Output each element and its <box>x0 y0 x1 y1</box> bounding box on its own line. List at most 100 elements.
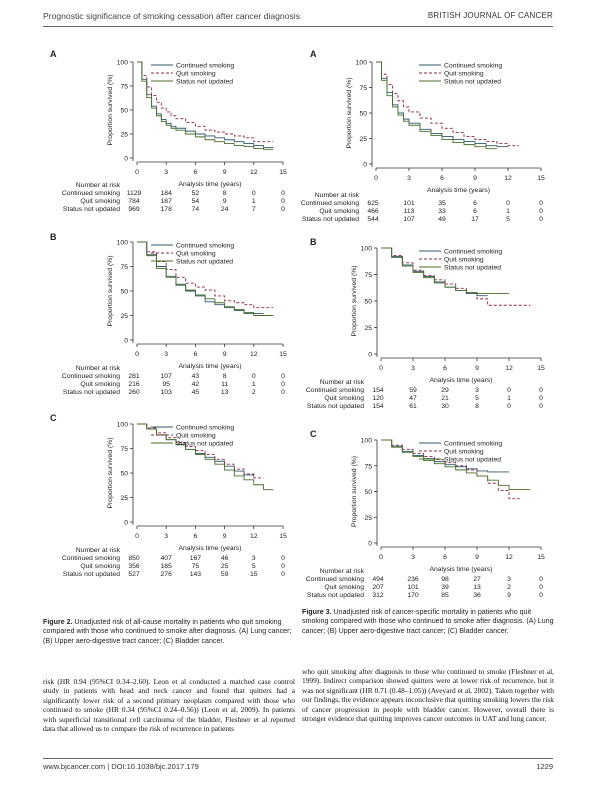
risk-cell: 494 <box>372 576 384 583</box>
risk-cell: 0 <box>539 395 543 402</box>
risk-cell: 59 <box>409 387 417 394</box>
risk-cell: 0 <box>507 387 511 394</box>
risk-cell: 8 <box>223 373 227 380</box>
panel-label-f3c: C <box>310 429 317 439</box>
risk-cell: 101 <box>407 584 419 591</box>
y-tick-label: 50 <box>120 289 128 296</box>
risk-cell: 0 <box>539 200 543 207</box>
x-tick-label: 3 <box>164 351 168 358</box>
risk-cell: 0 <box>281 389 285 396</box>
y-axis-label: Proportion survived (%) <box>107 437 114 508</box>
risk-cell: 0 <box>281 571 285 578</box>
x-axis-label: Analysis time (years) <box>178 363 241 370</box>
risk-cell: 17 <box>471 216 479 223</box>
y-tick-label: 25 <box>120 313 128 320</box>
panel-label-f3a: A <box>310 49 317 59</box>
risk-cell: 356 <box>128 563 140 570</box>
y-tick-label: 0 <box>124 156 128 163</box>
risk-table-title: Number at risk <box>76 182 121 189</box>
risk-cell: 103 <box>161 389 173 396</box>
footer-doi: www.bjcancer.com | DOI:10.1038/bjc.2017.… <box>43 762 199 771</box>
series-line-notupdated <box>137 61 274 150</box>
x-tick-label: 15 <box>537 365 545 372</box>
y-tick-label: 25 <box>364 325 372 332</box>
risk-row-label: Quit smoking <box>319 208 359 215</box>
risk-cell: 74 <box>192 206 200 213</box>
panel-label-f2c: C <box>50 413 57 423</box>
risk-cell: 625 <box>367 200 379 207</box>
risk-cell: 5 <box>252 563 256 570</box>
risk-cell: 6 <box>473 208 477 215</box>
risk-cell: 0 <box>539 216 543 223</box>
risk-cell: 101 <box>403 200 415 207</box>
risk-cell: 6 <box>473 200 477 207</box>
risk-cell: 0 <box>281 373 285 380</box>
y-tick-label: 25 <box>120 132 128 139</box>
risk-cell: 0 <box>281 198 285 205</box>
risk-row-label: Continued smoking <box>62 373 120 380</box>
x-tick-label: 6 <box>194 169 198 176</box>
y-tick-label: 100 <box>356 60 368 67</box>
risk-row-label: Status not updated <box>63 389 120 396</box>
x-tick-label: 9 <box>475 554 479 561</box>
risk-cell: 52 <box>192 190 200 197</box>
x-axis-label: Analysis time (years) <box>427 187 490 194</box>
caption-label: Figure 2. <box>43 618 73 626</box>
risk-cell: 1 <box>252 381 256 388</box>
x-tick-label: 12 <box>504 175 512 182</box>
legend-label: Quit smoking <box>176 251 216 258</box>
series-line-continued <box>376 61 508 148</box>
legend-label: Continued smoking <box>444 63 502 70</box>
risk-row-label: Quit smoking <box>80 381 120 388</box>
risk-cell: 784 <box>128 198 140 205</box>
y-tick-label: 100 <box>117 240 129 247</box>
risk-cell: 5 <box>506 216 510 223</box>
risk-row-label: Status not updated <box>63 571 120 578</box>
journal-name: BRITISH JOURNAL OF CANCER <box>427 11 553 20</box>
x-tick-label: 12 <box>250 533 258 540</box>
risk-cell: 154 <box>372 403 384 410</box>
figure-2-caption: Figure 2. Unadjusted risk of all-cause m… <box>43 618 298 646</box>
legend-label: Status not updated <box>176 79 233 86</box>
risk-cell: 11 <box>221 381 228 388</box>
x-tick-label: 3 <box>164 169 168 176</box>
risk-cell: 8 <box>475 403 479 410</box>
y-tick-label: 50 <box>120 108 128 115</box>
risk-cell: 47 <box>409 395 417 402</box>
risk-cell: 9 <box>223 198 227 205</box>
risk-row-label: Continued smoking <box>301 200 359 207</box>
panel-label-f2b: B <box>50 232 57 242</box>
risk-cell: 170 <box>407 592 419 599</box>
y-axis-label: Proportion survived (%) <box>107 255 114 326</box>
x-tick-label: 0 <box>135 533 139 540</box>
x-tick-label: 15 <box>537 175 545 182</box>
series-line-quit <box>381 439 520 500</box>
risk-cell: 75 <box>192 563 200 570</box>
body-column-right: who quit smoking after diagnosis to thos… <box>302 667 554 724</box>
running-header: Prognostic significance of smoking cessa… <box>43 6 553 27</box>
risk-cell: 25 <box>221 563 229 570</box>
y-axis-label: Proportion survived (%) <box>351 456 358 527</box>
x-axis-label: Analysis time (years) <box>178 545 241 552</box>
legend-label: Continued smoking <box>444 249 502 256</box>
x-tick-label: 9 <box>223 169 227 176</box>
risk-cell: 1 <box>506 208 510 215</box>
legend-label: Status not updated <box>444 457 501 464</box>
risk-row-label: Continued smoking <box>306 576 364 583</box>
y-tick-label: 0 <box>124 338 128 345</box>
caption-text: Unadjusted risk of cancer-specific morta… <box>302 608 554 635</box>
risk-cell: 46 <box>221 555 229 562</box>
risk-cell: 185 <box>161 563 173 570</box>
series-line-notupdated <box>137 241 274 316</box>
risk-cell: 466 <box>367 208 379 215</box>
legend-label: Continued smoking <box>444 441 502 448</box>
x-tick-label: 3 <box>411 365 415 372</box>
risk-cell: 0 <box>539 387 543 394</box>
y-tick-label: 0 <box>368 541 372 548</box>
x-tick-label: 15 <box>537 554 545 561</box>
risk-cell: 13 <box>473 584 481 591</box>
legend-label: Quit smoking <box>444 71 484 78</box>
risk-cell: 276 <box>161 571 173 578</box>
risk-cell: 3 <box>507 576 511 583</box>
